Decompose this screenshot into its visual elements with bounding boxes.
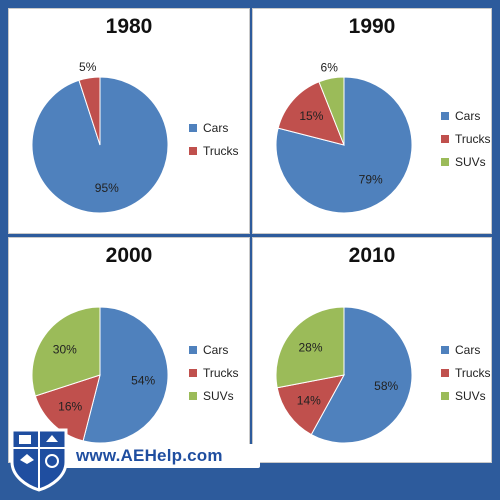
chart-title: 2010 [348, 244, 396, 267]
chart-title: 1980 [105, 15, 153, 38]
chart-legend: Cars Trucks [189, 117, 239, 163]
chart-legend: Cars Trucks SUVs [189, 339, 239, 408]
data-label-trucks: 15% [299, 109, 323, 123]
legend-item-cars: Cars [189, 339, 239, 362]
pie-slice-suvs [318, 76, 345, 146]
legend-label: Trucks [455, 132, 491, 146]
legend-label: Cars [203, 121, 229, 135]
legend-swatch [189, 345, 197, 354]
chart-panel-1990: 1990 79% 15% 6% Cars Trucks SUVs [252, 8, 492, 234]
pie-slice-suvs [31, 306, 101, 397]
pie-slice-trucks [277, 81, 345, 146]
chart-legend: Cars Trucks SUVs [441, 105, 491, 174]
shield-crest-icon [10, 428, 68, 492]
legend-label: Cars [203, 343, 229, 357]
pie-chart-2010: 58% 14% 28% [275, 306, 413, 444]
chart-panel-1980: 1980 95% 5% Cars Trucks [8, 8, 250, 234]
legend-label: Trucks [203, 144, 239, 158]
data-label-suvs: 30% [53, 342, 77, 356]
legend-item-cars: Cars [441, 105, 491, 128]
legend-label: Trucks [203, 366, 239, 380]
data-label-trucks: 5% [79, 60, 97, 74]
legend-item-cars: Cars [189, 117, 239, 140]
pie-slice-trucks [276, 374, 345, 436]
legend-label: Cars [455, 343, 481, 357]
chart-legend: Cars Trucks SUVs [441, 339, 491, 408]
legend-label: SUVs [455, 155, 486, 169]
legend-item-cars: Cars [441, 339, 491, 362]
data-label-trucks: 14% [297, 394, 321, 408]
legend-swatch [189, 391, 197, 400]
legend-item-trucks: Trucks [189, 140, 239, 163]
pie-chart-2000: 54% 16% 30% [31, 306, 169, 444]
legend-swatch [189, 123, 197, 132]
pie-chart-1990: 79% 15% 6% [275, 61, 413, 214]
pie-slice-trucks [34, 374, 101, 442]
data-label-cars: 58% [374, 379, 398, 393]
legend-swatch [441, 391, 449, 400]
legend-item-suvs: SUVs [189, 385, 239, 408]
chart-panel-2000: 2000 54% 16% 30% Cars Trucks SUVs [8, 237, 250, 463]
pie-slice-cars [82, 306, 169, 444]
legend-item-trucks: Trucks [441, 128, 491, 151]
data-label-cars: 54% [131, 374, 155, 388]
chart-title: 2000 [105, 244, 153, 267]
legend-item-trucks: Trucks [441, 362, 491, 385]
data-label-trucks: 16% [58, 400, 82, 414]
legend-swatch [441, 345, 449, 354]
pie-slice-cars [310, 306, 413, 444]
legend-label: SUVs [455, 389, 486, 403]
legend-label: Cars [455, 109, 481, 123]
pie-slice-suvs [275, 306, 345, 389]
chart-title: 1990 [348, 15, 396, 38]
data-label-suvs: 6% [321, 61, 339, 75]
pie-chart-1980: 95% 5% [31, 60, 169, 214]
legend-label: SUVs [203, 389, 234, 403]
legend-item-suvs: SUVs [441, 385, 491, 408]
legend-swatch [441, 157, 449, 166]
legend-swatch [441, 134, 449, 143]
brand-banner [64, 444, 260, 468]
data-label-cars: 79% [359, 172, 383, 186]
legend-swatch [441, 111, 449, 120]
legend-swatch [441, 368, 449, 377]
pie-slice-trucks [78, 76, 101, 146]
legend-swatch [189, 146, 197, 155]
legend-item-trucks: Trucks [189, 362, 239, 385]
legend-label: Trucks [455, 366, 491, 380]
brand-url-link[interactable]: www.AEHelp.com [76, 446, 223, 465]
data-label-cars: 95% [95, 181, 119, 195]
legend-item-suvs: SUVs [441, 151, 491, 174]
data-label-suvs: 28% [298, 340, 322, 354]
legend-swatch [189, 368, 197, 377]
chart-panel-2010: 2010 58% 14% 28% Cars Trucks SUVs [252, 237, 492, 463]
